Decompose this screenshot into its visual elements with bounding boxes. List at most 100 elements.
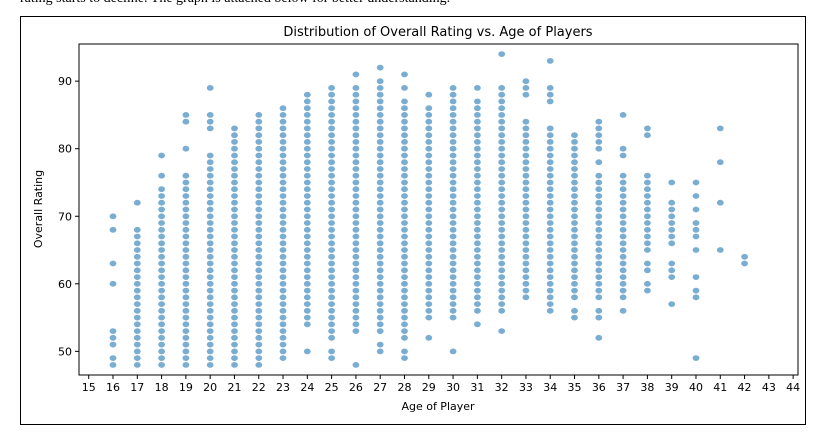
- data-point: [231, 362, 238, 368]
- data-point: [352, 105, 360, 112]
- data-point: [546, 294, 554, 301]
- data-point: [133, 226, 141, 233]
- data-point: [474, 287, 481, 294]
- data-point: [182, 307, 190, 314]
- data-point: [401, 206, 408, 213]
- data-point: [571, 280, 578, 287]
- data-point: [449, 220, 457, 226]
- data-point: [376, 193, 384, 199]
- data-point: [279, 321, 287, 328]
- data-point: [619, 112, 627, 118]
- data-point: [352, 294, 360, 301]
- data-point: [595, 240, 603, 247]
- data-point: [401, 179, 408, 186]
- data-point: [498, 226, 506, 233]
- data-point: [158, 240, 166, 247]
- data-point: [425, 294, 433, 301]
- data-point: [328, 125, 335, 132]
- data-point: [668, 199, 676, 206]
- data-point: [619, 193, 627, 199]
- data-point: [303, 172, 311, 179]
- data-point: [401, 98, 408, 105]
- data-point: [303, 220, 311, 226]
- data-point: [595, 118, 603, 125]
- data-point: [376, 152, 384, 159]
- data-point: [449, 105, 457, 112]
- data-point: [619, 260, 627, 267]
- data-point: [741, 253, 748, 260]
- data-point: [206, 334, 214, 341]
- data-point: [644, 240, 651, 247]
- data-point: [401, 328, 408, 334]
- data-point: [328, 274, 335, 280]
- data-point: [231, 280, 238, 287]
- data-point: [376, 132, 384, 139]
- data-point: [401, 301, 408, 307]
- data-point: [595, 193, 603, 199]
- data-point: [546, 220, 554, 226]
- data-point: [352, 226, 360, 233]
- data-point: [425, 105, 433, 112]
- data-point: [133, 348, 141, 355]
- data-point: [279, 294, 287, 301]
- data-point: [303, 152, 311, 159]
- data-point: [474, 280, 481, 287]
- data-point: [619, 172, 627, 179]
- data-point: [255, 267, 263, 274]
- data-point: [546, 240, 554, 247]
- data-point: [401, 172, 408, 179]
- data-point: [474, 172, 481, 179]
- data-point: [182, 145, 190, 152]
- data-point: [474, 226, 481, 233]
- data-point: [303, 206, 311, 213]
- data-point: [206, 118, 214, 125]
- data-point: [546, 172, 554, 179]
- data-point: [376, 172, 384, 179]
- data-point: [401, 314, 408, 321]
- data-point: [231, 132, 238, 139]
- x-tick-label: 22: [252, 381, 266, 394]
- data-point: [352, 145, 360, 152]
- data-point: [498, 166, 506, 172]
- data-point: [158, 334, 166, 341]
- data-point: [498, 91, 506, 98]
- data-point: [619, 274, 627, 280]
- x-tick-label: 30: [446, 381, 460, 394]
- data-point: [425, 267, 433, 274]
- data-point: [303, 125, 311, 132]
- data-point: [352, 328, 360, 334]
- data-point: [595, 294, 603, 301]
- data-point: [279, 355, 287, 361]
- data-point: [231, 139, 238, 145]
- data-point: [449, 179, 457, 186]
- data-point: [571, 159, 578, 166]
- data-point: [449, 260, 457, 267]
- data-point: [401, 112, 408, 118]
- data-point: [352, 267, 360, 274]
- data-point: [206, 226, 214, 233]
- data-point: [401, 132, 408, 139]
- data-point: [498, 274, 506, 280]
- data-point: [401, 247, 408, 253]
- data-point: [498, 125, 506, 132]
- data-point: [352, 206, 360, 213]
- data-point: [206, 186, 214, 193]
- data-point: [206, 159, 214, 166]
- data-point: [352, 199, 360, 206]
- x-tick-label: 32: [495, 381, 509, 394]
- data-point: [133, 287, 141, 294]
- data-point: [498, 132, 506, 139]
- data-point: [328, 166, 335, 172]
- data-point: [255, 226, 263, 233]
- data-point: [303, 267, 311, 274]
- data-point: [182, 226, 190, 233]
- data-point: [279, 152, 287, 159]
- data-point: [206, 179, 214, 186]
- data-point: [206, 240, 214, 247]
- data-point: [376, 213, 384, 220]
- data-point: [133, 362, 141, 368]
- data-point: [644, 280, 651, 287]
- data-point: [231, 328, 238, 334]
- data-point: [474, 159, 481, 166]
- data-point: [522, 240, 530, 247]
